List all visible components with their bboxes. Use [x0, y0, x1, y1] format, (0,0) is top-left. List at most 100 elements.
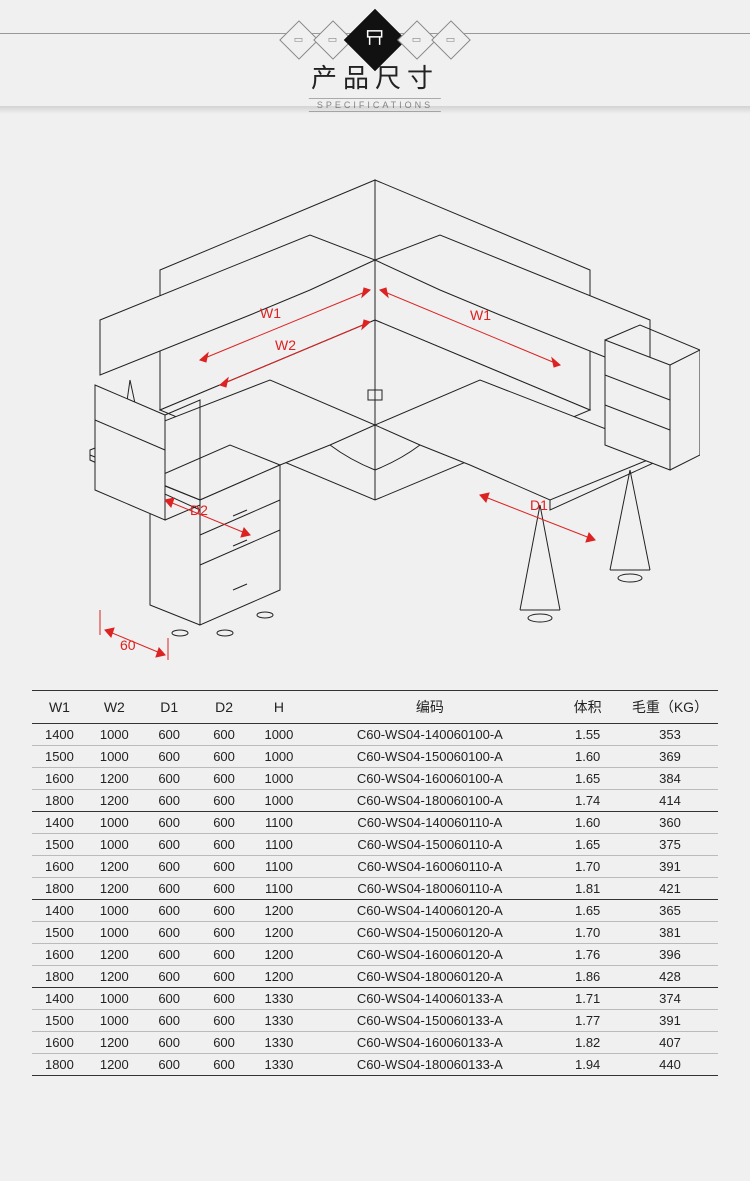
cell-h: 1330: [252, 988, 307, 1010]
cell-h: 1330: [252, 1054, 307, 1076]
cell-vol: 1.94: [553, 1054, 622, 1076]
cell-code: C60-WS04-160060120-A: [306, 944, 553, 966]
cell-code: C60-WS04-180060110-A: [306, 878, 553, 900]
cell-d2: 600: [197, 812, 252, 834]
table-row: 180012006006001000C60-WS04-180060100-A1.…: [32, 790, 718, 812]
cell-w2: 1000: [87, 1010, 142, 1032]
cell-code: C60-WS04-150060110-A: [306, 834, 553, 856]
cell-w1: 1500: [32, 746, 87, 768]
cell-w1: 1600: [32, 856, 87, 878]
cell-w1: 1800: [32, 790, 87, 812]
cell-wt: 391: [622, 1010, 718, 1032]
cell-w2: 1000: [87, 988, 142, 1010]
col-h: H: [252, 691, 307, 724]
title-block: 产品尺寸 SPECIFICATIONS: [309, 58, 441, 113]
dim-w2: W2: [275, 337, 296, 353]
cell-code: C60-WS04-160060100-A: [306, 768, 553, 790]
cell-d1: 600: [142, 856, 197, 878]
cell-wt: 353: [622, 724, 718, 746]
cell-w1: 1800: [32, 1054, 87, 1076]
title-cn: 产品尺寸: [309, 58, 441, 95]
col-w1: W1: [32, 691, 87, 724]
cell-vol: 1.76: [553, 944, 622, 966]
cell-d2: 600: [197, 746, 252, 768]
cell-h: 1200: [252, 900, 307, 922]
cell-code: C60-WS04-140060110-A: [306, 812, 553, 834]
cell-h: 1200: [252, 966, 307, 988]
cell-code: C60-WS04-160060133-A: [306, 1032, 553, 1054]
cell-d2: 600: [197, 1010, 252, 1032]
cell-w2: 1000: [87, 834, 142, 856]
ornament-diamond: ▭: [431, 20, 471, 60]
cell-h: 1330: [252, 1032, 307, 1054]
cell-w1: 1600: [32, 768, 87, 790]
cell-d2: 600: [197, 988, 252, 1010]
cell-wt: 414: [622, 790, 718, 812]
cell-code: C60-WS04-180060120-A: [306, 966, 553, 988]
cell-d2: 600: [197, 922, 252, 944]
cell-w2: 1000: [87, 900, 142, 922]
cell-d1: 600: [142, 1010, 197, 1032]
cell-w1: 1400: [32, 900, 87, 922]
cell-h: 1330: [252, 1010, 307, 1032]
table-row: 150010006006001000C60-WS04-150060100-A1.…: [32, 746, 718, 768]
cell-vol: 1.70: [553, 922, 622, 944]
cell-wt: 374: [622, 988, 718, 1010]
cell-h: 1200: [252, 922, 307, 944]
cell-vol: 1.65: [553, 834, 622, 856]
cell-wt: 407: [622, 1032, 718, 1054]
cell-d2: 600: [197, 856, 252, 878]
cell-w2: 1200: [87, 768, 142, 790]
cell-d2: 600: [197, 1054, 252, 1076]
product-drawing: W1 W2 W1 D2 D1 60: [50, 140, 700, 660]
cell-w1: 1600: [32, 1032, 87, 1054]
cell-wt: 440: [622, 1054, 718, 1076]
cell-w2: 1200: [87, 1054, 142, 1076]
cell-d2: 600: [197, 724, 252, 746]
cell-vol: 1.65: [553, 768, 622, 790]
cell-d1: 600: [142, 724, 197, 746]
cell-d1: 600: [142, 746, 197, 768]
dim-w1-right: W1: [470, 307, 491, 323]
table-row: 160012006006001330C60-WS04-160060133-A1.…: [32, 1032, 718, 1054]
cell-wt: 369: [622, 746, 718, 768]
table-header-row: W1 W2 D1 D2 H 编码 体积 毛重（KG）: [32, 691, 718, 724]
cell-d2: 600: [197, 834, 252, 856]
cell-d1: 600: [142, 966, 197, 988]
cell-w2: 1000: [87, 746, 142, 768]
dim-d2: D2: [190, 502, 208, 518]
cell-wt: 360: [622, 812, 718, 834]
cell-code: C60-WS04-140060133-A: [306, 988, 553, 1010]
col-w2: W2: [87, 691, 142, 724]
col-d2: D2: [197, 691, 252, 724]
cell-h: 1100: [252, 878, 307, 900]
cell-w1: 1500: [32, 922, 87, 944]
table-row: 160012006006001000C60-WS04-160060100-A1.…: [32, 768, 718, 790]
cell-vol: 1.55: [553, 724, 622, 746]
cell-d1: 600: [142, 900, 197, 922]
col-d1: D1: [142, 691, 197, 724]
cell-vol: 1.60: [553, 812, 622, 834]
cell-h: 1000: [252, 746, 307, 768]
cell-d2: 600: [197, 900, 252, 922]
cell-wt: 381: [622, 922, 718, 944]
table-row: 180012006006001330C60-WS04-180060133-A1.…: [32, 1054, 718, 1076]
cell-code: C60-WS04-140060120-A: [306, 900, 553, 922]
cell-code: C60-WS04-160060110-A: [306, 856, 553, 878]
cell-w2: 1200: [87, 966, 142, 988]
cell-w1: 1500: [32, 1010, 87, 1032]
cell-h: 1100: [252, 834, 307, 856]
cell-wt: 396: [622, 944, 718, 966]
table-row: 140010006006001000C60-WS04-140060100-A1.…: [32, 724, 718, 746]
cell-vol: 1.86: [553, 966, 622, 988]
cell-wt: 391: [622, 856, 718, 878]
table-row: 160012006006001100C60-WS04-160060110-A1.…: [32, 856, 718, 878]
cell-d2: 600: [197, 944, 252, 966]
cell-code: C60-WS04-150060100-A: [306, 746, 553, 768]
table-row: 180012006006001200C60-WS04-180060120-A1.…: [32, 966, 718, 988]
dim-cabinet-width: 60: [120, 637, 136, 653]
cell-d2: 600: [197, 790, 252, 812]
cell-d1: 600: [142, 812, 197, 834]
cell-w2: 1200: [87, 856, 142, 878]
cell-w1: 1800: [32, 966, 87, 988]
